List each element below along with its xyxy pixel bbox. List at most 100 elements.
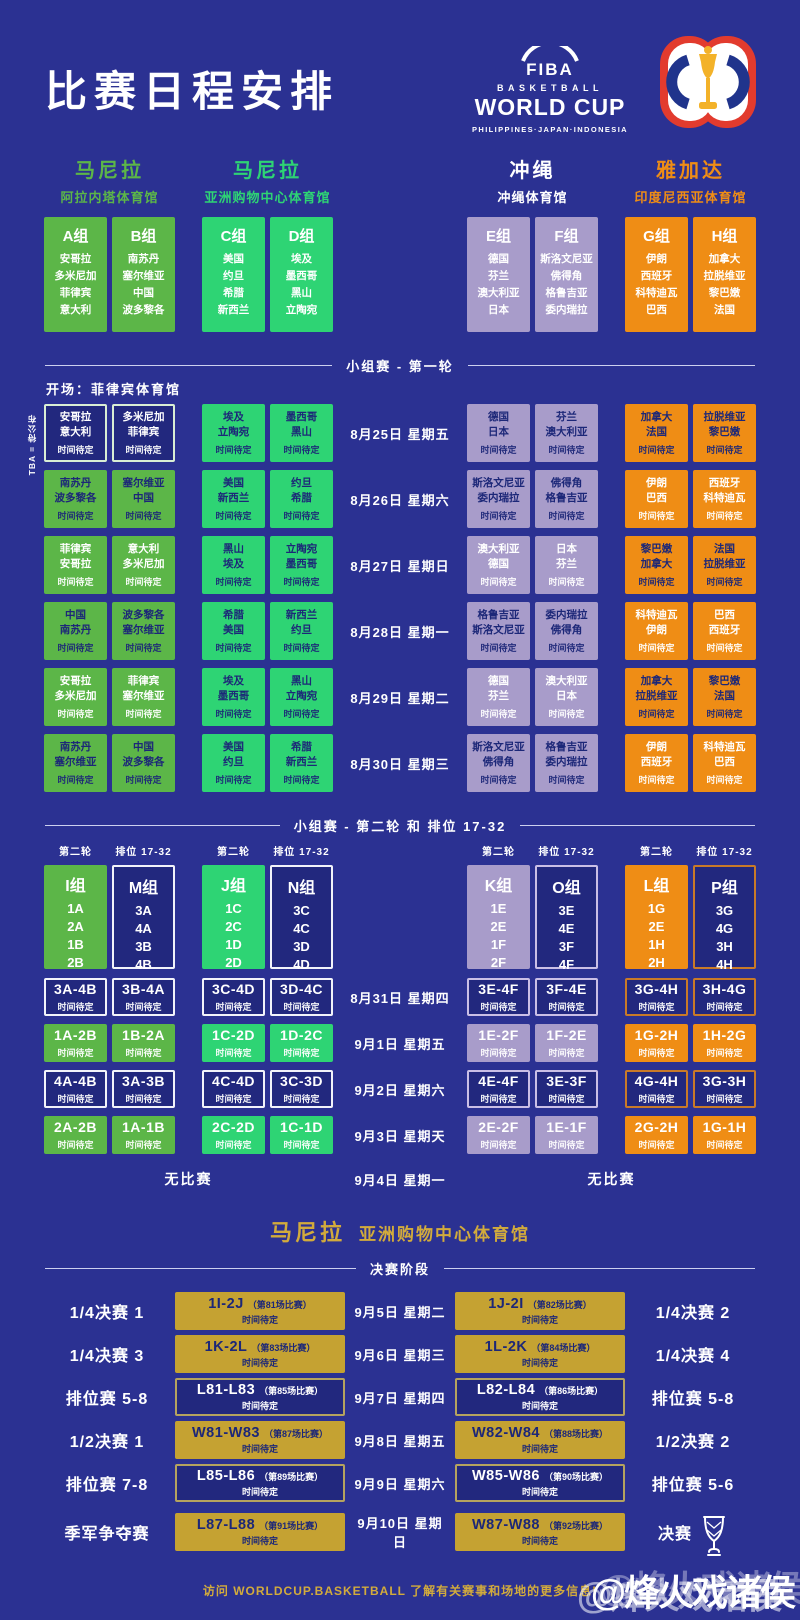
match-time: 时间待定 xyxy=(548,577,585,588)
team-name: 南苏丹 xyxy=(127,253,160,265)
match-date: 8月28日 星期一 xyxy=(350,624,450,640)
team-name: 斯洛文尼亚 xyxy=(472,476,525,489)
finals-match-line: 1K-2L （第83场比赛） xyxy=(205,1339,316,1355)
match-cell: 日本 芬兰 时间待定 xyxy=(535,536,598,594)
match-time: 时间待定 xyxy=(215,511,252,522)
group-seed: 4E xyxy=(558,920,575,936)
match-time: 时间待定 xyxy=(215,775,252,786)
fiba-worldcup-label: WORLD CUP xyxy=(474,94,626,120)
match-code: L82-L84 xyxy=(476,1382,536,1398)
match-cell: 1C-1D 时间待定 xyxy=(270,1116,333,1154)
team-name: 墨西哥 xyxy=(285,270,318,282)
team-name: 西班牙 xyxy=(640,270,673,282)
match-code: 1G-1H xyxy=(702,1119,747,1135)
team-name: 波多黎各 xyxy=(54,492,97,504)
team-name: 意大利 xyxy=(59,426,92,438)
tba-note: TBA = 待公布 xyxy=(27,414,37,476)
round2-group-card: M组 3A 4A 3B 4B xyxy=(112,865,175,972)
team-name: 格鲁吉亚 xyxy=(477,608,520,621)
match-number-note: （第81场比赛） xyxy=(247,1300,312,1310)
match-cell: 4G-4H 时间待定 xyxy=(625,1070,688,1108)
match-number-note: （第83场比赛） xyxy=(251,1343,316,1353)
finals-row: 1/4决赛 1 1I-2J （第81场比赛） 时间待定 9月5日 星期二 1J-2I （第8… xyxy=(0,1292,800,1330)
match-cell: 2E-2F 时间待定 xyxy=(467,1116,530,1154)
match-time: 时间待定 xyxy=(480,511,517,522)
team-name: 中国 xyxy=(133,287,154,299)
round1-grid: TBA = 待公布 安哥拉 意大利 时间待定 多米尼加 菲律宾 时间待定 埃及 立陶宛 时间待定… xyxy=(0,404,800,792)
match-time: 时间待定 xyxy=(638,1048,675,1058)
match-code: 1K-2L xyxy=(204,1339,248,1355)
group-name: I组 xyxy=(65,878,86,895)
match-time: 时间待定 xyxy=(57,775,94,786)
match-time: 时间待定 xyxy=(215,1048,252,1058)
match-code: 1A-2B xyxy=(54,1027,97,1043)
venue-city: 马尼拉 xyxy=(233,160,302,182)
finals-grid: 1/4决赛 1 1I-2J （第81场比赛） 时间待定 9月5日 星期二 1J-2I （第8… xyxy=(0,1292,800,1556)
match-time: 时间待定 xyxy=(125,445,162,456)
match-cell: 希腊 美国 时间待定 xyxy=(202,602,265,660)
match-number-note: （第89场比赛） xyxy=(259,1472,324,1482)
match-time: 时间待定 xyxy=(638,511,675,522)
group-name: B组 xyxy=(130,228,157,245)
team-name: 美国 xyxy=(223,253,244,265)
match-cell: 1D-2C 时间待定 xyxy=(270,1024,333,1062)
team-name: 安哥拉 xyxy=(59,558,92,570)
match-cell: 黑山 立陶宛 时间待定 xyxy=(270,668,333,726)
trophy-icon xyxy=(700,1515,728,1564)
match-cell: 新西兰 约旦 时间待定 xyxy=(270,602,333,660)
match-code: 1E-2F xyxy=(478,1027,519,1043)
match-time: 时间待定 xyxy=(215,445,252,456)
group-seed: 4G xyxy=(715,920,734,936)
match-time: 时间待定 xyxy=(480,445,517,456)
round2-group-card: I组 1A 2A 1B 2B xyxy=(44,865,107,970)
finals-match-line: 1I-2J （第81场比赛） xyxy=(208,1296,312,1312)
team-name: 德国 xyxy=(488,558,509,570)
round1-row: 南苏丹 塞尔维亚 时间待定 中国 波多黎各 时间待定 美国 约旦 时间待定 希腊 新西兰 时间待定 8月… xyxy=(0,734,800,792)
match-cell: 中国 南苏丹 时间待定 xyxy=(44,602,107,660)
match-time: 时间待定 xyxy=(283,1140,320,1150)
match-time: 时间待定 xyxy=(706,1140,743,1150)
team-name: 黎巴嫩 xyxy=(708,426,741,438)
team-name: 中国 xyxy=(133,492,154,504)
match-time: 时间待定 xyxy=(521,1401,558,1411)
match-number-note: （第90场比赛） xyxy=(543,1472,608,1482)
match-time: 时间待定 xyxy=(638,1094,675,1104)
match-time: 时间待定 xyxy=(638,643,675,654)
match-cell: 4C-4D 时间待定 xyxy=(202,1070,265,1108)
team-name: 佛得角 xyxy=(550,270,583,282)
group-seed: 4D xyxy=(293,956,310,972)
match-code: 1F-2E xyxy=(546,1027,587,1043)
match-code: 3E-3F xyxy=(546,1073,587,1089)
team-name: 埃及 xyxy=(223,674,244,687)
match-time: 时间待定 xyxy=(706,775,743,786)
group-seed: 3C xyxy=(293,903,310,918)
match-code: 1L-2K xyxy=(484,1339,528,1355)
group-seed: 1F xyxy=(490,936,507,952)
match-code: 3F-4E xyxy=(546,981,587,997)
match-code: 2A-2B xyxy=(54,1119,97,1135)
team-name: 新西兰 xyxy=(285,608,318,621)
team-name: 西班牙 xyxy=(708,476,741,489)
round2-column-label: 排位 17-32 xyxy=(696,847,753,858)
round2-column-label: 排位 17-32 xyxy=(115,847,172,858)
round2-group-card: N组 3C 4C 3D 4D xyxy=(270,865,333,972)
match-cell: 3E-4F 时间待定 xyxy=(467,978,530,1016)
match-time: 时间待定 xyxy=(706,643,743,654)
match-time: 时间待定 xyxy=(241,1535,278,1546)
match-date: 8月25日 星期五 xyxy=(350,426,450,442)
team-name: 美国 xyxy=(223,624,244,636)
match-code: W87-W88 xyxy=(472,1516,540,1533)
round2-grid: 3A-4B 时间待定 3B-4A 时间待定 3C-4D 时间待定 3D-4C 时间待定 8月31… xyxy=(0,978,800,1154)
no-match-left: 无比赛 xyxy=(164,1171,213,1187)
group-name: D组 xyxy=(288,228,315,245)
team-name: 委内瑞拉 xyxy=(545,304,588,316)
group-name: K组 xyxy=(484,878,513,895)
match-number-note: （第86场比赛） xyxy=(539,1386,604,1396)
match-cell: 1C-2D 时间待定 xyxy=(202,1024,265,1062)
match-time: 时间待定 xyxy=(638,1140,675,1150)
group-name: A组 xyxy=(62,228,89,245)
match-time: 时间待定 xyxy=(283,511,320,522)
match-cell: 芬兰 澳大利亚 时间待定 xyxy=(535,404,598,462)
team-name: 日本 xyxy=(488,304,509,316)
match-cell: 黎巴嫩 法国 时间待定 xyxy=(693,668,756,726)
